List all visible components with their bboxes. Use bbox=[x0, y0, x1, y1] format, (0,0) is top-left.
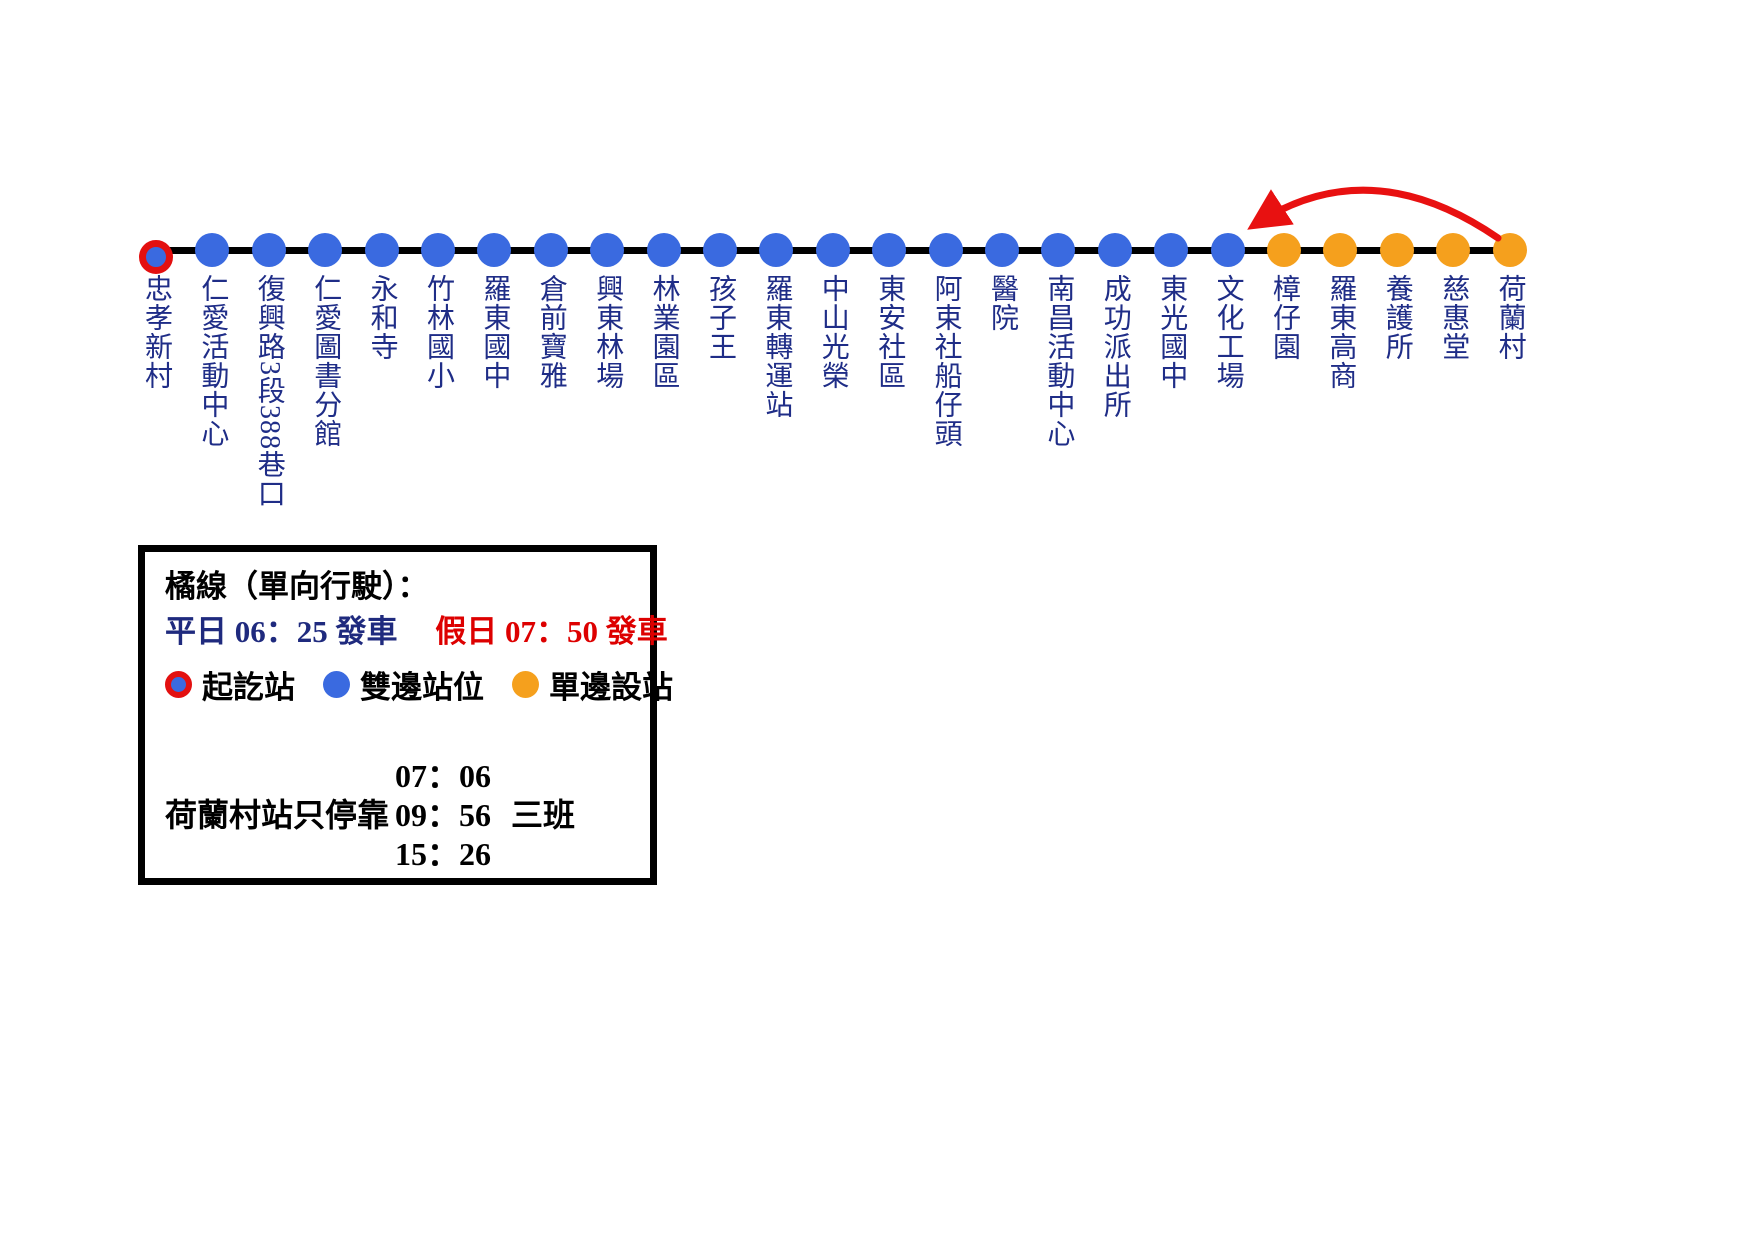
stop-label: 復興路3段388巷口 bbox=[253, 274, 285, 508]
stop-label: 永和寺 bbox=[366, 274, 398, 361]
schedule-row: 15：26 bbox=[165, 829, 650, 872]
legend-items: 起訖站 雙邊站位 單邊設站 bbox=[165, 662, 673, 707]
stop-label: 樟仔園 bbox=[1269, 274, 1300, 361]
stop-dot-both-side bbox=[1041, 233, 1076, 267]
stop-label: 倉前寶雅 bbox=[535, 274, 567, 390]
schedule-note-suffix: 三班 bbox=[511, 797, 576, 834]
stop-dot-both-side bbox=[533, 233, 568, 267]
stop-label: 東安社區 bbox=[874, 274, 906, 390]
terminus-dot-icon bbox=[165, 671, 192, 699]
stop-label: 養護所 bbox=[1381, 274, 1413, 361]
stop-dot-both-side bbox=[1097, 233, 1132, 267]
stop-dot-single-side bbox=[1492, 233, 1527, 267]
legend-item-label: 起訖站 bbox=[202, 670, 295, 706]
stop-dot-single-side bbox=[1379, 233, 1414, 267]
stop-label: 南昌活動中心 bbox=[1043, 274, 1075, 448]
stop-dot-both-side bbox=[308, 233, 343, 267]
schedule-time: 15：26 bbox=[394, 836, 491, 873]
stop-dot-both-side bbox=[985, 233, 1019, 267]
schedule-note: 07：06 荷蘭村站只停靠 09：56 三班 15：26 bbox=[165, 751, 650, 872]
stop-label: 東光國中 bbox=[1156, 274, 1188, 390]
stop-dot-both-side bbox=[1210, 233, 1245, 267]
stop-label: 中山光榮 bbox=[817, 274, 849, 390]
stop-dot-single-side bbox=[1436, 233, 1471, 267]
stop-dot-both-side bbox=[759, 233, 794, 267]
legend-item-label: 單邊設站 bbox=[549, 670, 673, 706]
stop-label: 羅東高商 bbox=[1325, 274, 1357, 390]
stop-dot-both-side bbox=[421, 233, 455, 267]
single-side-dot-icon bbox=[512, 671, 539, 699]
arrow-path bbox=[1247, 186, 1502, 242]
stop-label: 興東林場 bbox=[592, 274, 624, 390]
stop-label: 孩子王 bbox=[705, 274, 736, 361]
legend-item-single-side: 單邊設站 bbox=[512, 662, 673, 707]
schedule-note-label: 荷蘭村站只停靠 bbox=[165, 797, 390, 834]
stop-label: 慈惠堂 bbox=[1438, 274, 1470, 361]
stop-label: 羅東國中 bbox=[479, 274, 511, 390]
schedule-row: 荷蘭村站只停靠 09：56 三班 bbox=[165, 790, 650, 833]
stop-dot-both-side bbox=[703, 233, 737, 267]
weekday-departure: 平日 06：25 發車 bbox=[165, 614, 398, 650]
both-side-dot-icon bbox=[323, 671, 350, 699]
stop-label: 仁愛圖書分館 bbox=[310, 274, 342, 448]
stop-dot-both-side bbox=[928, 233, 963, 267]
holiday-departure: 假日 07：50 發車 bbox=[435, 614, 668, 650]
legend-item-terminus: 起訖站 bbox=[165, 662, 295, 707]
stop-dot-both-side bbox=[646, 233, 681, 267]
stop-label: 醫院 bbox=[987, 274, 1018, 332]
schedule-row: 07：06 bbox=[165, 751, 650, 794]
stop-label: 成功派出所 bbox=[1099, 274, 1131, 419]
schedule-time: 07：06 bbox=[394, 758, 491, 795]
stop-dot-both-side bbox=[195, 233, 230, 267]
stop-dot-single-side bbox=[1267, 233, 1301, 267]
stop-dot-both-side bbox=[815, 233, 850, 267]
stop-dot-both-side bbox=[364, 233, 399, 267]
stop-dot-both-side bbox=[590, 233, 625, 267]
legend-box: 橘線（單向行駛）： 平日 06：25 發車 假日 07：50 發車 起訖站 雙邊… bbox=[138, 545, 673, 885]
stop-dot-both-side bbox=[872, 233, 907, 267]
stop-dot-both-side bbox=[1154, 233, 1189, 267]
stop-label: 竹林國小 bbox=[423, 274, 454, 390]
legend-item-both-side: 雙邊站位 bbox=[323, 662, 484, 707]
stop-label: 羅東轉運站 bbox=[761, 274, 793, 419]
stop-dot-both-side bbox=[477, 233, 512, 267]
schedule-time: 09：56 bbox=[394, 797, 491, 834]
stop-dot-both-side bbox=[251, 233, 286, 267]
legend-title: 橘線（單向行駛）： bbox=[165, 569, 429, 604]
stop-label: 阿束社船仔頭 bbox=[930, 274, 962, 448]
stop-dot-single-side bbox=[1323, 233, 1358, 267]
stop-label: 林業園區 bbox=[648, 274, 680, 390]
stop-label: 忠孝新村 bbox=[141, 274, 172, 390]
departure-times: 平日 06：25 發車 假日 07：50 發車 bbox=[165, 613, 668, 650]
stop-label: 文化工場 bbox=[1212, 274, 1244, 390]
stop-dot-terminus bbox=[139, 240, 173, 274]
stop-label: 荷蘭村 bbox=[1494, 274, 1526, 361]
stop-label: 仁愛活動中心 bbox=[197, 274, 229, 448]
legend-item-label: 雙邊站位 bbox=[360, 670, 484, 706]
